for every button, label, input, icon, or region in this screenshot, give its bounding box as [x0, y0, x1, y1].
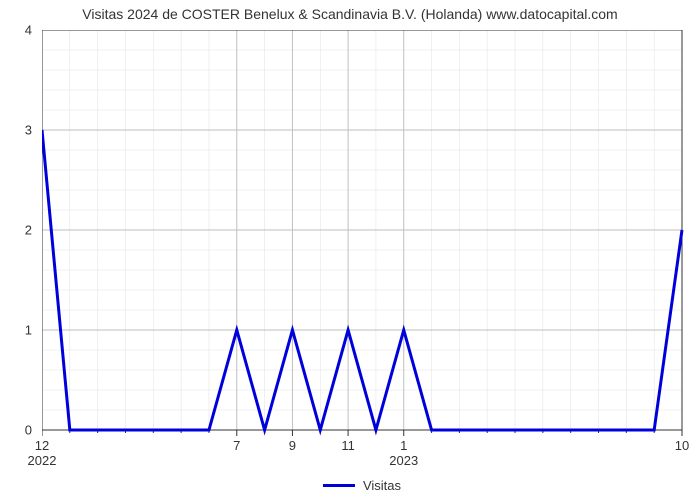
x-tick-label: 10: [675, 438, 689, 453]
chart-plot: [42, 30, 700, 450]
y-tick-label: 1: [25, 323, 32, 338]
y-tick-label: 2: [25, 223, 32, 238]
y-tick-label: 4: [25, 23, 32, 38]
x-tick-sublabel: 2023: [389, 453, 418, 468]
x-tick-label: 11: [341, 438, 355, 453]
y-tick-label: 3: [25, 123, 32, 138]
y-tick-label: 0: [25, 423, 32, 438]
x-tick-label: 9: [289, 438, 296, 453]
legend: Visitas: [302, 478, 422, 493]
x-tick-label: 1: [400, 438, 407, 453]
series-line: [42, 130, 682, 430]
chart-title: Visitas 2024 de COSTER Benelux & Scandin…: [0, 6, 700, 22]
legend-swatch: [323, 484, 355, 487]
x-tick-sublabel: 2022: [28, 453, 57, 468]
x-tick-label: 12: [35, 438, 49, 453]
x-tick-label: 7: [233, 438, 240, 453]
legend-label: Visitas: [363, 478, 401, 493]
